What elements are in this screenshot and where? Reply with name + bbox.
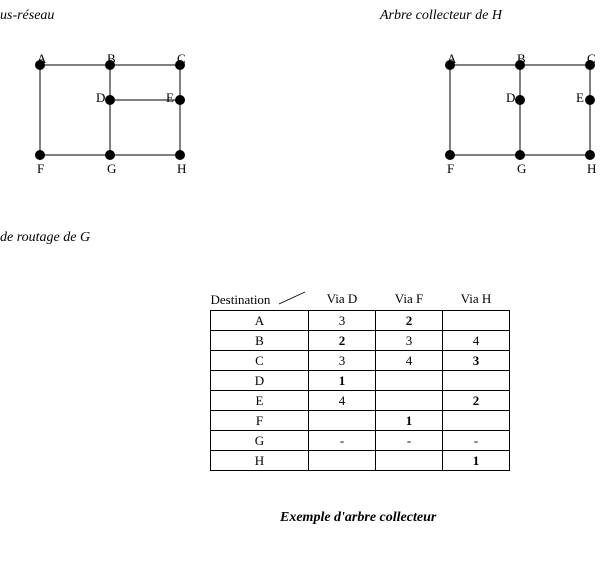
node-label-A: A	[447, 51, 456, 67]
dest-cell-D: D	[211, 371, 309, 391]
dest-cell-B: B	[211, 331, 309, 351]
node-label-G: G	[107, 161, 116, 177]
dest-cell-E: E	[211, 391, 309, 411]
cell-B-2: 4	[443, 331, 510, 351]
dest-cell-G: G	[211, 431, 309, 451]
node-label-H: H	[587, 161, 596, 177]
node-label-A: A	[37, 51, 46, 67]
cell-G-2: -	[443, 431, 510, 451]
cell-C-2: 3	[443, 351, 510, 371]
cell-E-1	[376, 391, 443, 411]
cell-B-1: 3	[376, 331, 443, 351]
cell-H-2: 1	[443, 451, 510, 471]
title-right: Arbre collecteur de H	[380, 8, 502, 24]
dest-cell-C: C	[211, 351, 309, 371]
node-label-B: B	[517, 51, 526, 67]
node-label-C: C	[177, 51, 186, 67]
node-label-E: E	[166, 90, 174, 106]
node-label-D: D	[506, 90, 515, 106]
node-E	[175, 95, 185, 105]
dest-cell-F: F	[211, 411, 309, 431]
cell-D-1	[376, 371, 443, 391]
graph-spanning-tree: ABCDEFGH	[440, 55, 610, 180]
cell-A-1: 2	[376, 311, 443, 331]
node-label-F: F	[37, 161, 44, 177]
cell-H-1	[376, 451, 443, 471]
cell-C-0: 3	[309, 351, 376, 371]
dest-header: Destination	[211, 290, 309, 311]
cell-D-0: 1	[309, 371, 376, 391]
node-label-H: H	[177, 161, 186, 177]
node-label-D: D	[96, 90, 105, 106]
dest-cell-A: A	[211, 311, 309, 331]
title-routing: de routage de G	[0, 230, 90, 246]
figure-caption: Exemple d'arbre collecteur	[280, 510, 436, 526]
cell-C-1: 4	[376, 351, 443, 371]
node-label-E: E	[576, 90, 584, 106]
node-G	[105, 150, 115, 160]
node-H	[585, 150, 595, 160]
col-header-1: Via F	[376, 290, 443, 311]
cell-A-2	[443, 311, 510, 331]
node-F	[445, 150, 455, 160]
cell-F-2	[443, 411, 510, 431]
node-label-B: B	[107, 51, 116, 67]
node-F	[35, 150, 45, 160]
node-label-C: C	[587, 51, 596, 67]
cell-B-0: 2	[309, 331, 376, 351]
node-label-F: F	[447, 161, 454, 177]
dest-cell-H: H	[211, 451, 309, 471]
cell-A-0: 3	[309, 311, 376, 331]
cell-E-0: 4	[309, 391, 376, 411]
cell-G-0: -	[309, 431, 376, 451]
node-G	[515, 150, 525, 160]
cell-H-0	[309, 451, 376, 471]
col-header-0: Via D	[309, 290, 376, 311]
node-E	[585, 95, 595, 105]
cell-E-2: 2	[443, 391, 510, 411]
cell-F-0	[309, 411, 376, 431]
node-H	[175, 150, 185, 160]
graph-subnet: ABCDEFGH	[30, 55, 200, 180]
node-D	[515, 95, 525, 105]
col-header-2: Via H	[443, 290, 510, 311]
title-left: us-réseau	[0, 8, 54, 24]
node-label-G: G	[517, 161, 526, 177]
cell-G-1: -	[376, 431, 443, 451]
routing-table: DestinationVia DVia FVia HA32B234C343D1E…	[210, 290, 510, 471]
cell-D-2	[443, 371, 510, 391]
node-D	[105, 95, 115, 105]
cell-F-1: 1	[376, 411, 443, 431]
